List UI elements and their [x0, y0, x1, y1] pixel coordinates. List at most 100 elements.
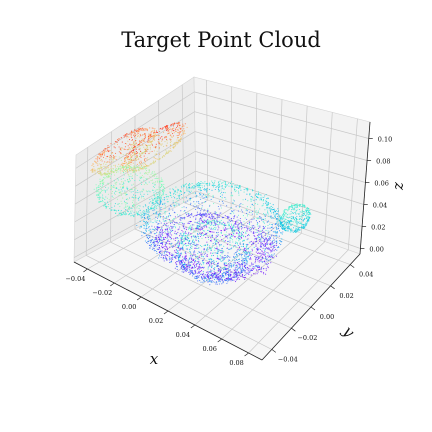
cloud-point	[180, 136, 182, 138]
cloud-point	[288, 220, 290, 222]
cloud-point	[163, 239, 165, 241]
cloud-point	[194, 186, 196, 188]
cloud-point	[131, 188, 133, 190]
cloud-point	[272, 248, 274, 250]
cloud-point	[195, 238, 197, 240]
cloud-point	[241, 257, 243, 259]
cloud-point	[190, 202, 192, 204]
cloud-point	[234, 231, 236, 233]
cloud-point	[196, 260, 198, 263]
cloud-point	[245, 188, 247, 190]
cloud-point	[119, 206, 121, 208]
cloud-point	[238, 266, 240, 268]
cloud-point	[294, 209, 296, 211]
cloud-point	[239, 254, 241, 256]
cloud-point	[255, 244, 257, 246]
cloud-point	[172, 209, 174, 211]
cloud-point	[195, 227, 197, 229]
cloud-point	[246, 256, 248, 258]
cloud-point	[258, 266, 260, 269]
cloud-point	[240, 269, 242, 271]
cloud-point	[174, 251, 176, 253]
cloud-point	[259, 217, 261, 219]
cloud-point	[230, 274, 232, 276]
cloud-point	[203, 185, 206, 187]
cloud-point	[157, 196, 159, 198]
cloud-point	[188, 264, 190, 266]
cloud-point	[266, 241, 268, 243]
cloud-point	[156, 202, 158, 204]
cloud-point	[213, 222, 215, 224]
cloud-point	[294, 205, 296, 207]
cloud-point	[228, 222, 230, 224]
cloud-point	[217, 279, 219, 281]
cloud-point	[182, 130, 184, 132]
cloud-point	[205, 216, 207, 218]
cloud-point	[147, 165, 149, 167]
cloud-point	[158, 186, 160, 188]
cloud-point	[133, 147, 135, 149]
cloud-point	[169, 258, 171, 260]
cloud-point	[257, 230, 259, 232]
cloud-point	[158, 139, 160, 141]
cloud-point	[145, 157, 147, 159]
cloud-point	[114, 152, 117, 154]
cloud-point	[179, 233, 181, 235]
cloud-point	[276, 228, 278, 230]
cloud-point	[138, 196, 140, 198]
cloud-point	[159, 231, 161, 233]
cloud-point	[152, 182, 154, 185]
cloud-point	[292, 211, 294, 214]
cloud-point	[252, 253, 254, 256]
cloud-point	[196, 222, 198, 224]
cloud-point	[147, 172, 149, 174]
cloud-point	[295, 221, 297, 223]
cloud-point	[159, 239, 161, 241]
cloud-point	[269, 243, 272, 246]
cloud-point	[216, 214, 218, 216]
cloud-point	[296, 228, 298, 230]
cloud-point	[220, 256, 222, 258]
cloud-point	[211, 266, 213, 268]
cloud-point	[157, 203, 159, 205]
cloud-point	[169, 222, 172, 224]
cloud-point	[91, 169, 93, 171]
cloud-point	[232, 199, 234, 201]
cloud-point	[147, 207, 149, 209]
cloud-point	[160, 196, 162, 198]
cloud-point	[179, 261, 181, 263]
cloud-point	[100, 180, 102, 182]
cloud-point	[274, 248, 276, 250]
cloud-point	[170, 258, 172, 260]
cloud-point	[197, 272, 199, 274]
cloud-point	[266, 263, 268, 265]
cloud-point	[102, 194, 104, 196]
cloud-point	[274, 234, 276, 236]
cloud-point	[152, 189, 154, 192]
cloud-point	[218, 189, 220, 191]
cloud-point	[221, 267, 223, 270]
z-gridline-back	[194, 91, 369, 139]
cloud-point	[176, 242, 178, 244]
cloud-point	[123, 136, 126, 138]
cloud-point	[272, 227, 274, 229]
cloud-point	[260, 238, 262, 240]
cloud-point	[211, 224, 213, 226]
cloud-point	[182, 269, 184, 271]
x-gridline-wall	[324, 112, 333, 242]
cloud-point	[196, 277, 198, 279]
cloud-point	[178, 124, 180, 126]
cloud-point	[295, 228, 297, 230]
cloud-point	[267, 202, 269, 204]
cloud-point	[234, 260, 236, 262]
cloud-point	[271, 242, 273, 244]
cloud-point	[253, 218, 255, 220]
cloud-point	[150, 180, 152, 182]
cloud-point	[251, 213, 253, 215]
cloud-point	[223, 269, 225, 271]
cloud-point	[150, 244, 152, 246]
cloud-point	[155, 181, 157, 183]
cloud-point	[141, 195, 143, 197]
cloud-point	[191, 255, 193, 257]
cloud-point	[291, 212, 293, 214]
